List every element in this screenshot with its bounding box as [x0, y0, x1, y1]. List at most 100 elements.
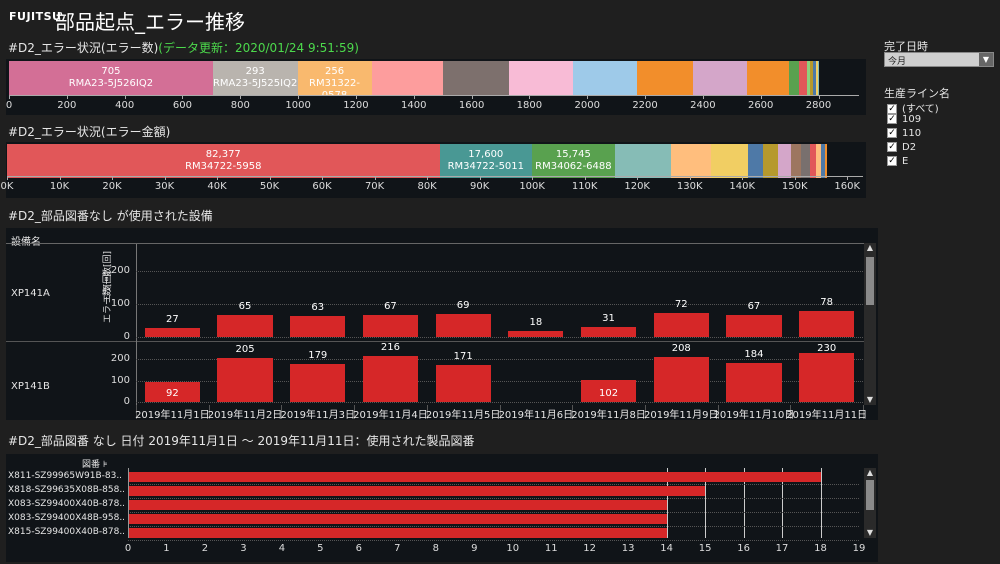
data-bar	[799, 352, 855, 402]
checkbox-icon[interactable]: ✓	[887, 156, 897, 166]
data-label: 69	[456, 300, 470, 312]
x-tick-label: 18	[814, 543, 827, 554]
part-number-scrollbar[interactable]: ▲ ▼	[864, 468, 876, 538]
y-tick-label: 100	[110, 374, 130, 386]
gridline	[128, 526, 859, 527]
line-option-label: (すべて)	[902, 104, 939, 115]
bar-segment	[777, 144, 791, 178]
x-tick-label: 16	[737, 543, 750, 554]
x-tick	[637, 176, 639, 180]
x-tick-label: 130K	[676, 181, 703, 192]
bar-segment: 15,745 RM34062-6488	[532, 144, 615, 178]
error-amount-title: #D2_エラー状況(エラー金額)	[8, 125, 171, 139]
x-tick-label: 9	[471, 543, 478, 554]
category-divider	[208, 405, 210, 419]
scroll-down-icon[interactable]: ▼	[864, 395, 876, 405]
bar-segment	[806, 61, 811, 95]
data-label: 208	[671, 343, 691, 355]
x-tick	[182, 95, 184, 99]
gridline	[128, 540, 859, 541]
x-tick-label: 12	[583, 543, 597, 554]
date-label: 2019年11月3日	[280, 410, 356, 421]
line-option-label: 109	[902, 114, 922, 125]
category-divider	[717, 405, 719, 419]
line-option-4[interactable]: ✓ E	[887, 156, 908, 168]
error-count-title: #D2_エラー状況(エラー数)(データ更新：2020/01/24 9:51:59…	[8, 39, 359, 56]
bar-segment	[798, 61, 807, 95]
date-label: 2019年11月1日	[135, 410, 210, 421]
x-tick-label: 7	[394, 543, 401, 554]
x-tick	[374, 176, 376, 180]
x-tick	[584, 176, 586, 180]
bar-segment	[815, 61, 818, 95]
equipment-name: XP141B	[11, 381, 50, 392]
bar-segment	[810, 61, 814, 95]
data-bar	[580, 380, 637, 402]
x-tick	[760, 95, 762, 99]
data-bar	[144, 328, 200, 337]
line-option-3[interactable]: ✓ D2	[887, 142, 916, 154]
x-tick-label: 60K	[312, 181, 332, 192]
y-axis-label: エラー数[回]	[103, 250, 113, 303]
chevron-down-icon[interactable]: ▼	[979, 53, 993, 66]
data-bar	[726, 362, 782, 402]
x-tick	[9, 95, 10, 99]
line-option-2[interactable]: ✓ 110	[887, 128, 921, 140]
category-divider	[281, 405, 283, 419]
equipment-scrollbar[interactable]: ▲ ▼	[864, 243, 876, 405]
scroll-thumb[interactable]	[866, 257, 874, 305]
line-option-0[interactable]: ✓ (すべて)	[887, 100, 939, 115]
segment-value: 15,745	[555, 149, 591, 160]
x-tick-label: 13	[621, 543, 635, 554]
data-label: 184	[744, 348, 764, 360]
bar-segment	[821, 144, 825, 178]
data-label: 18	[529, 317, 543, 329]
checkbox-icon[interactable]: ✓	[887, 128, 897, 138]
x-tick-label: 70K	[364, 181, 385, 192]
production-line-label: 生産ライン名	[884, 87, 950, 100]
y-axis-line	[136, 244, 137, 405]
error-count-title-text: #D2_エラー状況(エラー数)	[8, 41, 159, 55]
scroll-thumb[interactable]	[866, 480, 874, 510]
x-tick-label: 90K	[469, 181, 490, 192]
x-tick-label: 120K	[624, 181, 650, 192]
equipment-name: XP141A	[11, 288, 50, 299]
category-divider	[790, 405, 792, 419]
part-number-label: X083-SZ99400X48B-958..	[8, 513, 126, 523]
x-tick-label: 0	[5, 100, 13, 111]
checkbox-icon[interactable]: ✓	[887, 142, 897, 152]
bar-segment	[801, 144, 810, 178]
x-tick-label: 2400	[690, 100, 716, 111]
bar-segment	[509, 61, 574, 95]
x-tick	[532, 176, 534, 180]
segment-label: RMA23-5J525IQ2	[212, 78, 298, 89]
bar-segment	[816, 144, 822, 178]
scroll-up-icon[interactable]: ▲	[864, 468, 876, 478]
x-tick-label: 600	[172, 100, 193, 111]
data-bar	[508, 331, 564, 337]
scroll-down-icon[interactable]: ▼	[864, 528, 876, 538]
x-tick	[164, 176, 166, 180]
x-tick	[818, 95, 820, 99]
bar-segment	[763, 144, 778, 178]
x-tick-label: 19	[852, 543, 866, 554]
checkbox-icon[interactable]: ✓	[887, 104, 897, 114]
category-divider	[499, 405, 501, 419]
x-tick	[124, 95, 126, 99]
checkbox-icon[interactable]: ✓	[887, 114, 897, 124]
sort-icon[interactable]: ⊧	[102, 460, 108, 470]
scroll-up-icon[interactable]: ▲	[864, 243, 876, 253]
date-label: 2019年11月6日	[498, 410, 574, 421]
line-option-label: D2	[902, 142, 917, 153]
date-label: 2019年11月8日	[571, 410, 646, 421]
x-tick-label: 1600	[458, 100, 485, 111]
completion-date-dropdown[interactable]: 今月 ▼	[884, 52, 994, 67]
x-tick-label: 1000	[285, 100, 311, 111]
line-option-1[interactable]: ✓ 109	[887, 114, 921, 126]
category-divider	[426, 405, 428, 419]
x-tick-label: 80K	[417, 181, 437, 192]
data-bar	[128, 514, 667, 524]
data-label: 27	[165, 314, 179, 326]
bar-segment	[442, 61, 510, 95]
x-tick-label: 2600	[747, 100, 774, 111]
